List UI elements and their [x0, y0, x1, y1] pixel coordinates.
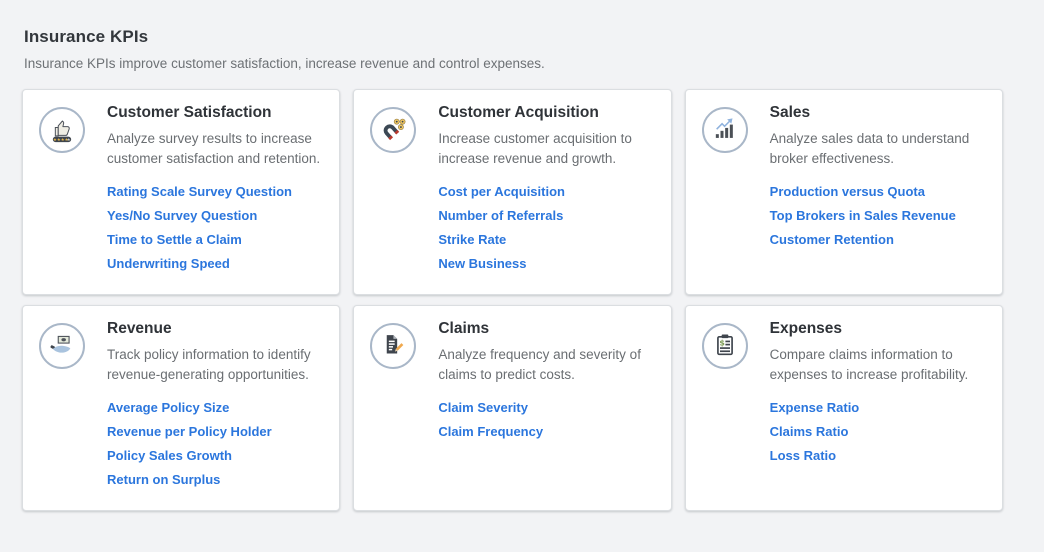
kpi-link[interactable]: New Business — [438, 256, 527, 271]
card-title: Customer Acquisition — [438, 104, 599, 121]
hand-money-icon — [39, 323, 85, 369]
card-description: Increase customer acquisition to increas… — [438, 131, 632, 166]
kpi-link[interactable]: Top Brokers in Sales Revenue — [769, 208, 956, 223]
clipboard-invoice-icon: $ — [701, 323, 748, 369]
card-expenses: $ Expenses Compare claims information to… — [684, 305, 1003, 511]
card-title: Claims — [438, 320, 490, 337]
thumbs-up-rating-icon: ★★★★ ★ — [39, 107, 85, 153]
card-description: Analyze frequency and severity of claims… — [438, 347, 641, 382]
kpi-link[interactable]: Expense Ratio — [769, 400, 860, 415]
card-customer-acquisition: Customer Acquisition Increase customer a… — [353, 89, 672, 295]
kpi-link[interactable]: Yes/No Survey Question — [107, 208, 258, 223]
page-header: Insurance KPIs Insurance KPIs improve cu… — [0, 0, 1044, 71]
svg-text:★: ★ — [67, 137, 71, 143]
kpi-link[interactable]: Claim Severity — [438, 400, 528, 415]
kpi-link[interactable]: Return on Surplus — [107, 472, 221, 487]
card-description: Analyze sales data to understand broker … — [769, 131, 970, 166]
card-claims: Claims Analyze frequency and severity of… — [353, 305, 672, 511]
svg-text:$: $ — [719, 339, 725, 348]
document-pencil-icon — [370, 323, 417, 369]
card-revenue: Revenue Track policy information to iden… — [22, 305, 341, 511]
kpi-link[interactable]: Rating Scale Survey Question — [107, 184, 292, 199]
card-description: Analyze survey results to increase custo… — [107, 131, 321, 166]
card-title: Customer Satisfaction — [107, 104, 272, 121]
kpi-link[interactable]: Policy Sales Growth — [107, 448, 232, 463]
kpi-link[interactable]: Loss Ratio — [769, 448, 837, 463]
sales-growth-chart-icon — [701, 107, 748, 153]
card-sales: Sales Analyze sales data to understand b… — [684, 89, 1003, 295]
svg-text:★★★★: ★★★★ — [53, 137, 69, 143]
kpi-link[interactable]: Time to Settle a Claim — [107, 232, 242, 247]
kpi-card-grid: ★★★★ ★ Customer Satisfaction Analyze sur… — [22, 89, 1003, 511]
kpi-link[interactable]: Revenue per Policy Holder — [107, 424, 272, 439]
card-customer-satisfaction: ★★★★ ★ Customer Satisfaction Analyze sur… — [22, 89, 341, 295]
kpi-link[interactable]: Strike Rate — [438, 232, 507, 247]
kpi-link[interactable]: Customer Retention — [769, 232, 894, 247]
card-title: Revenue — [107, 320, 172, 337]
card-description: Track policy information to identify rev… — [107, 347, 311, 382]
page-subtitle: Insurance KPIs improve customer satisfac… — [24, 56, 545, 71]
card-description: Compare claims information to expenses t… — [769, 347, 969, 382]
card-title: Expenses — [769, 320, 843, 337]
kpi-link[interactable]: Average Policy Size — [107, 400, 230, 415]
kpi-link[interactable]: Claim Frequency — [438, 424, 544, 439]
kpi-link[interactable]: Cost per Acquisition — [438, 184, 565, 199]
kpi-link[interactable]: Claims Ratio — [769, 424, 849, 439]
kpi-link[interactable]: Production versus Quota — [769, 184, 925, 199]
magnet-coins-icon — [370, 107, 417, 153]
kpi-link[interactable]: Underwriting Speed — [107, 256, 230, 271]
kpi-link[interactable]: Number of Referrals — [438, 208, 564, 223]
card-title: Sales — [769, 104, 811, 121]
page-title: Insurance KPIs — [24, 27, 149, 46]
